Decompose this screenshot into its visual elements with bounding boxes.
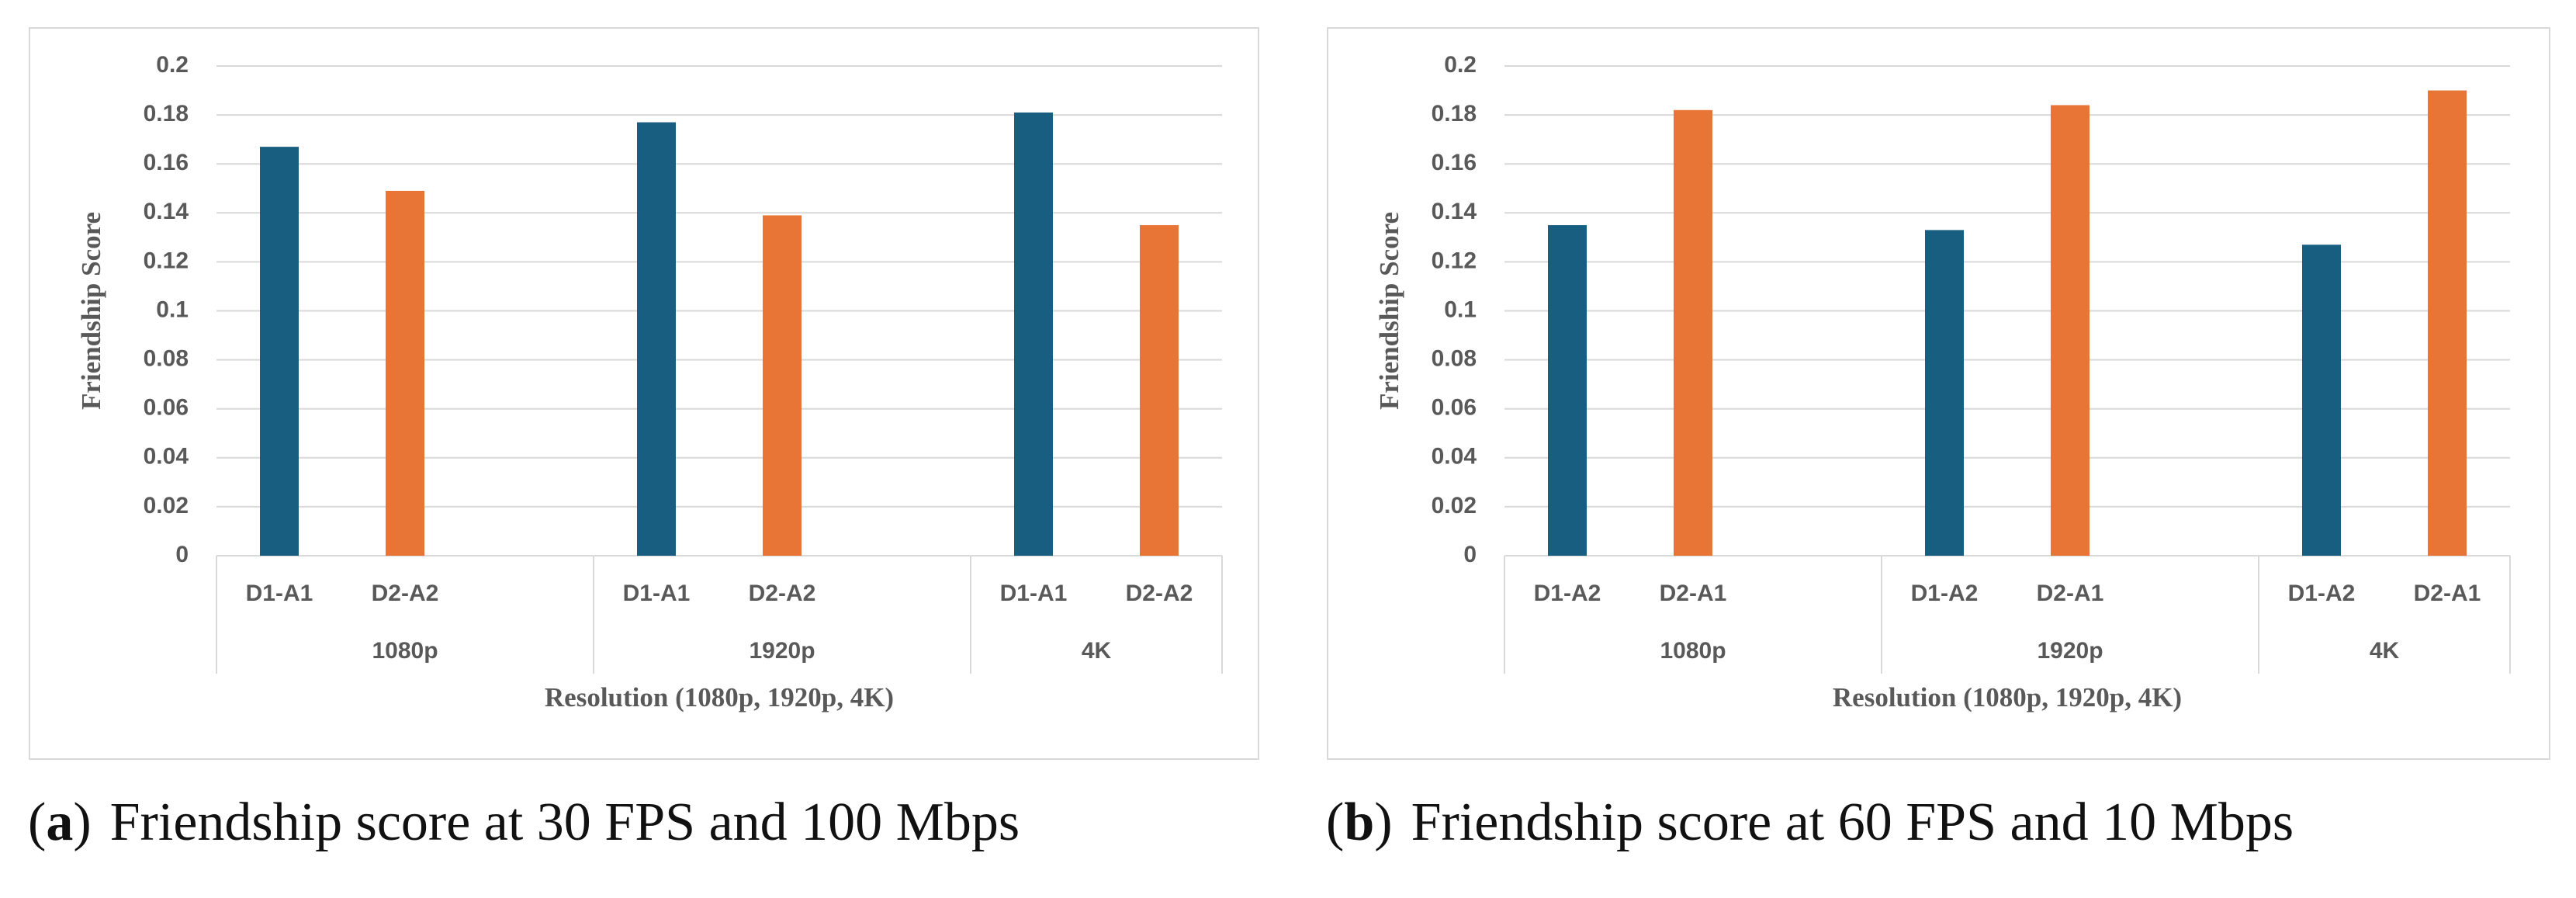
y-tick-label: 0.12 [1432,248,1477,273]
y-tick-label: 0.16 [1432,150,1477,175]
bar [637,122,676,556]
bar [763,215,802,556]
caption: (a) Friendship score at 30 FPS and 100 Mb… [28,792,1020,852]
bar [2428,90,2467,556]
y-tick-label: 0.04 [1432,444,1477,470]
caption: (b) Friendship score at 60 FPS and 10 Mbp… [1326,792,2294,852]
y-tick-label: 0.18 [1432,101,1477,127]
x-tick-label: D2-A2 [749,581,816,606]
x-tick-label: D2-A1 [2037,581,2104,606]
y-tick-label: 0.04 [144,444,189,470]
caption-close: ) [73,792,91,852]
y-tick-label: 0 [1463,542,1477,567]
y-tick-label: 0.08 [144,346,189,372]
y-tick-label: 0.1 [1444,296,1477,322]
y-tick-label: 0.08 [1432,346,1477,372]
group-label: 1080p [372,638,438,664]
caption-label: b [1344,792,1374,852]
x-tick-label: D1-A2 [1534,581,1601,606]
x-tick-label: D2-A1 [2414,581,2481,606]
y-tick-label: 0.12 [144,248,189,273]
y-tick-label: 0.2 [1444,52,1477,78]
y-tick-label: 0.14 [144,199,189,224]
y-axis-title: Friendship Score [76,212,106,410]
y-tick-label: 0.14 [1432,199,1477,224]
y-tick-label: 0.1 [156,296,189,322]
group-label: 4K [1082,638,1112,664]
x-tick-label: D2-A2 [372,581,439,606]
group-label: 4K [2370,638,2400,664]
caption-open: ( [1326,792,1344,852]
caption-close: ) [1374,792,1392,852]
caption-text: Friendship score at 30 FPS and 100 Mbps [110,792,1020,852]
group-label: 1920p [749,638,815,664]
caption-label: a [46,792,73,852]
x-axis-title: Resolution (1080p, 1920p, 4K) [1833,682,2182,713]
bar [1548,225,1587,556]
y-tick-label: 0.16 [144,150,189,175]
caption-open: ( [28,792,46,852]
bar [386,190,424,556]
x-axis-title: Resolution (1080p, 1920p, 4K) [545,682,894,713]
group-label: 1920p [2037,638,2103,664]
x-tick-label: D1-A1 [246,581,313,606]
bar [1674,109,1712,556]
y-tick-label: 0.06 [1432,395,1477,421]
x-tick-label: D1-A1 [1000,581,1068,606]
x-tick-label: D1-A1 [623,581,691,606]
y-tick-label: 0.06 [144,395,189,421]
bar [2302,244,2341,556]
bar [1925,230,1964,556]
bar [2051,105,2090,556]
bar [1140,225,1179,556]
y-tick-label: 0 [175,542,189,567]
caption-text: Friendship score at 60 FPS and 10 Mbps [1411,792,2294,852]
x-tick-label: D2-A2 [1126,581,1193,606]
y-axis-title: Friendship Score [1374,212,1404,410]
y-tick-label: 0.2 [156,52,189,78]
y-tick-label: 0.02 [1432,493,1477,518]
x-tick-label: D1-A2 [2288,581,2356,606]
bar [1014,112,1053,556]
group-label: 1080p [1660,638,1726,664]
x-tick-label: D2-A1 [1660,581,1727,606]
y-tick-label: 0.18 [144,101,189,127]
x-tick-label: D1-A2 [1911,581,1979,606]
y-tick-label: 0.02 [144,493,189,518]
bar [260,147,299,556]
